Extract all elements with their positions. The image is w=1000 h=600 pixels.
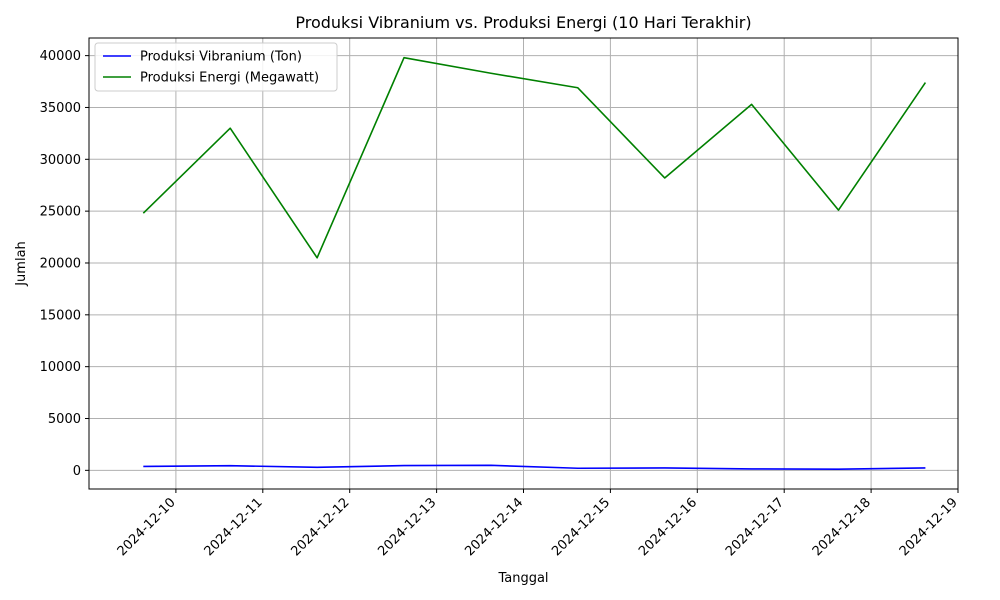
y-tick-label: 10000 bbox=[40, 360, 81, 375]
x-tick-label: 2024-12-10 bbox=[115, 495, 179, 559]
x-axis-label: Tanggal bbox=[497, 571, 548, 586]
x-tick-label: 2024-12-12 bbox=[288, 495, 352, 559]
y-axis-label: Jumlah bbox=[14, 241, 29, 287]
series-line-1 bbox=[142, 56, 927, 259]
x-tick-label: 2024-12-19 bbox=[897, 495, 961, 559]
series-line-0 bbox=[143, 464, 926, 471]
grid-layer bbox=[89, 38, 959, 489]
y-tick-label: 0 bbox=[73, 464, 81, 479]
x-tick-label: 2024-12-18 bbox=[810, 495, 874, 559]
legend-label: Produksi Vibranium (Ton) bbox=[140, 50, 302, 65]
legend-label: Produksi Energi (Megawatt) bbox=[140, 71, 319, 86]
x-tick-label: 2024-12-14 bbox=[462, 495, 526, 559]
x-tick-label: 2024-12-11 bbox=[202, 495, 266, 559]
legend: Produksi Vibranium (Ton) Produksi Energi … bbox=[94, 42, 338, 92]
chart-title: Produksi Vibranium vs. Produksi Energi (… bbox=[295, 13, 751, 32]
y-tick-label: 35000 bbox=[40, 101, 81, 116]
y-tick-label: 25000 bbox=[40, 205, 81, 220]
y-tick-label: 40000 bbox=[40, 49, 81, 64]
series-layer bbox=[142, 56, 927, 471]
x-tick-label: 2024-12-15 bbox=[549, 495, 613, 559]
legend-box bbox=[94, 42, 338, 92]
x-tick-label: 2024-12-16 bbox=[636, 495, 700, 559]
y-tick-label: 5000 bbox=[48, 412, 81, 427]
x-tick-label: 2024-12-17 bbox=[723, 495, 787, 559]
y-tick-label: 20000 bbox=[40, 256, 81, 271]
y-tick-label: 30000 bbox=[40, 153, 81, 168]
ticks-layer: 0 5000 10000 15000 20000 25000 30000 35000 40000… bbox=[40, 49, 961, 559]
x-tick-label: 2024-12-13 bbox=[375, 495, 439, 559]
y-tick-label: 15000 bbox=[40, 308, 81, 323]
